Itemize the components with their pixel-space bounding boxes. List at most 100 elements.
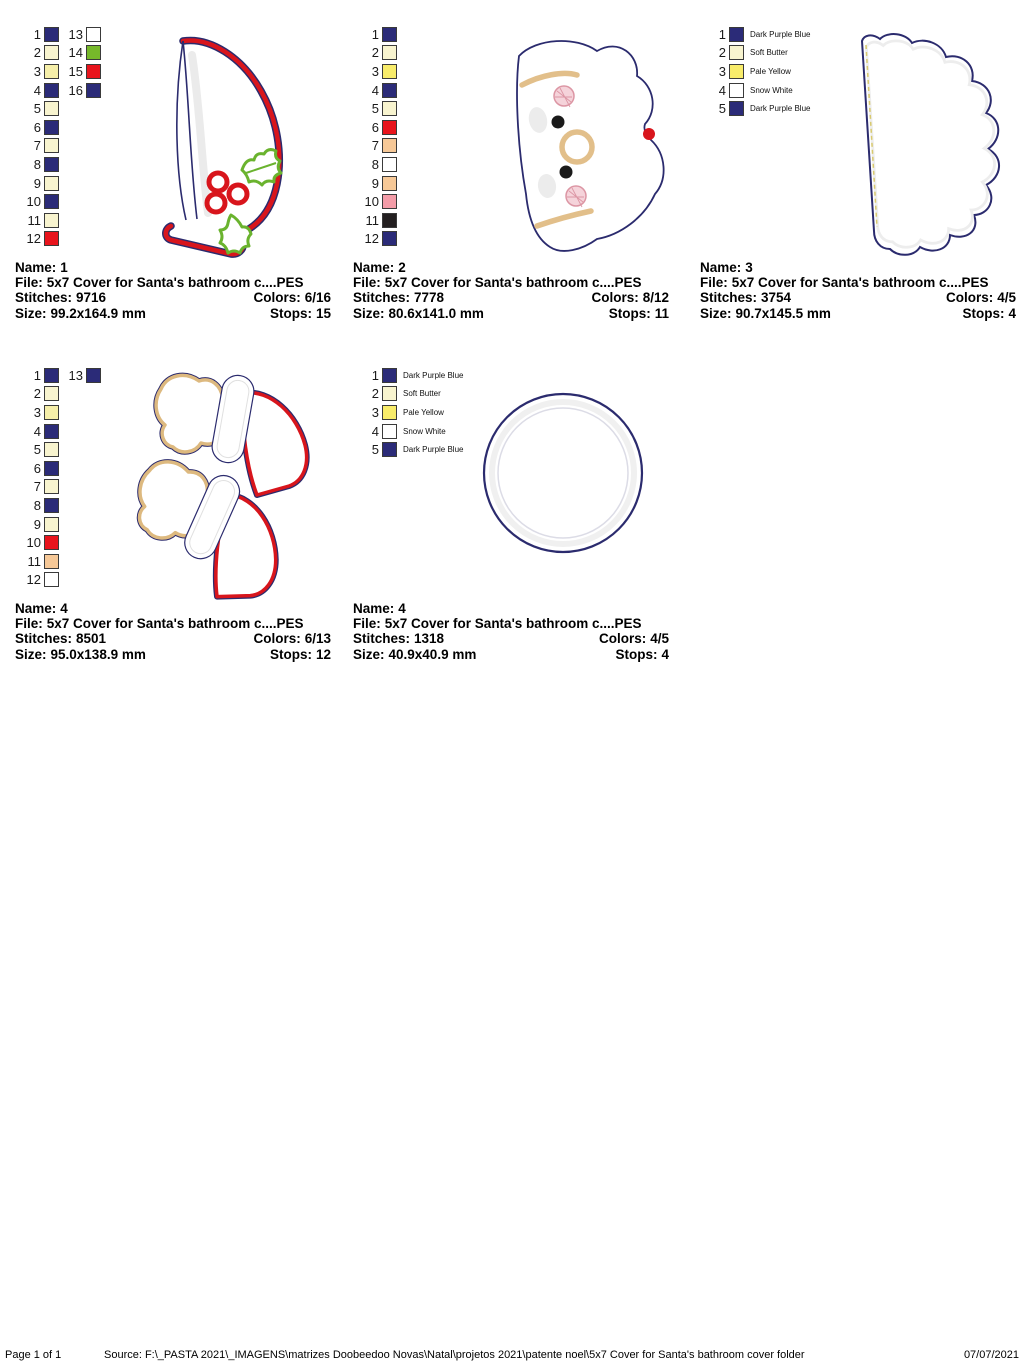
swatch-number: 14 bbox=[68, 45, 83, 61]
palette-row: 12 bbox=[17, 230, 101, 249]
swatch-number: 8 bbox=[33, 497, 41, 513]
swatch-number: 3 bbox=[371, 63, 379, 79]
swatch-number: 6 bbox=[371, 119, 379, 135]
info-label: File: bbox=[15, 275, 43, 291]
color-swatch bbox=[382, 386, 397, 402]
color-list: 1 Dark Purple Blue 2 Soft Butter 3 Pale Yello… bbox=[355, 366, 463, 459]
swatch-number: 9 bbox=[33, 175, 41, 191]
color-swatch bbox=[382, 404, 397, 420]
info-label: Name: bbox=[15, 601, 57, 616]
color-swatch bbox=[382, 423, 397, 439]
info-label: Stitches: bbox=[15, 631, 73, 647]
swatch-number: 4 bbox=[718, 82, 726, 98]
info-label: Stops: bbox=[962, 305, 1005, 321]
swatch-label: Pale Yellow bbox=[403, 407, 444, 417]
color-swatch bbox=[44, 479, 59, 495]
design-card-1: 1 13 2 14 3 15 4 16 5 6 7 8 9 10 11 12 Name: 1 File: 5x7 … bbox=[15, 25, 333, 345]
color-swatch bbox=[44, 45, 59, 61]
swatch-number: 4 bbox=[33, 82, 41, 98]
color-swatch bbox=[382, 442, 397, 458]
palette-row: 2 bbox=[17, 385, 101, 404]
swatch-number: 2 bbox=[371, 45, 379, 61]
swatch-number: 7 bbox=[33, 479, 41, 495]
design-info: Name: 3 File: 5x7 Cover for Santa's bathro… bbox=[700, 260, 1016, 321]
info-label: Stitches: bbox=[353, 631, 411, 647]
swatch-number: 12 bbox=[26, 231, 41, 247]
color-swatch bbox=[382, 138, 397, 154]
color-swatch bbox=[44, 194, 59, 210]
info-label: Size: bbox=[15, 646, 47, 662]
color-swatch bbox=[86, 63, 101, 79]
design-card-3: 1 Dark Purple Blue 2 Soft Butter 3 Pale Yello… bbox=[700, 25, 1018, 345]
palette-row: 2 Soft Butter bbox=[355, 385, 463, 404]
info-stops: 12 bbox=[315, 646, 331, 662]
info-file: 5x7 Cover for Santa's bathroom c....PES bbox=[384, 275, 642, 291]
info-label: Size: bbox=[15, 305, 47, 321]
color-swatch bbox=[382, 156, 397, 172]
color-swatch bbox=[44, 497, 59, 513]
color-swatch bbox=[44, 553, 59, 569]
palette-row: 5 bbox=[17, 440, 101, 459]
swatch-label: Snow White bbox=[403, 426, 446, 436]
info-stitches: 8501 bbox=[76, 631, 107, 647]
swatch-number: 4 bbox=[371, 423, 379, 439]
palette-row: 12 bbox=[17, 571, 101, 590]
color-list: 1 2 3 4 5 6 7 8 9 10 11 12 bbox=[355, 25, 397, 248]
swatch-number: 12 bbox=[364, 231, 379, 247]
color-swatch bbox=[44, 26, 59, 42]
info-colors: 4/5 bbox=[650, 631, 669, 647]
swatch-number: 7 bbox=[371, 138, 379, 154]
swatch-number: 5 bbox=[371, 442, 379, 458]
design-preview-scalloped-half bbox=[860, 33, 1000, 256]
color-swatch bbox=[44, 572, 59, 588]
swatch-number: 10 bbox=[364, 194, 379, 210]
info-label: Stitches: bbox=[353, 290, 411, 306]
info-label: File: bbox=[15, 616, 43, 632]
info-colors: 6/13 bbox=[304, 631, 331, 647]
design-preview-santa-hat bbox=[162, 36, 283, 258]
color-swatch bbox=[382, 119, 397, 135]
palette-row: 3 bbox=[355, 62, 397, 81]
info-size: 95.0x138.9 mm bbox=[50, 646, 146, 662]
palette-row: 4 Snow White bbox=[702, 81, 810, 100]
color-swatch bbox=[44, 442, 59, 458]
color-swatch bbox=[44, 231, 59, 247]
palette-row: 4 16 bbox=[17, 81, 101, 100]
swatch-number: 2 bbox=[718, 45, 726, 61]
info-stops: 15 bbox=[315, 305, 331, 321]
swatch-label: Snow White bbox=[750, 85, 793, 95]
palette-row: 3 15 bbox=[17, 62, 101, 81]
swatch-label: Dark Purple Blue bbox=[750, 104, 811, 114]
print-date: 07/07/2021 bbox=[963, 1349, 1019, 1361]
color-swatch bbox=[44, 156, 59, 172]
page-number: Page 1 of 1 bbox=[5, 1349, 62, 1361]
info-stops: 4 bbox=[1008, 305, 1016, 321]
swatch-number: 11 bbox=[27, 553, 42, 569]
color-swatch bbox=[729, 101, 744, 117]
swatch-label: Dark Purple Blue bbox=[750, 29, 811, 39]
info-label: Stops: bbox=[269, 305, 312, 321]
swatch-label: Pale Yellow bbox=[750, 66, 791, 76]
color-swatch bbox=[382, 367, 397, 383]
palette-row: 5 bbox=[17, 99, 101, 118]
info-colors: 4/5 bbox=[997, 290, 1016, 306]
swatch-number: 5 bbox=[718, 101, 726, 117]
design-card-5: 1 Dark Purple Blue 2 Soft Butter 3 Pale Yello… bbox=[353, 366, 671, 686]
swatch-number: 3 bbox=[33, 63, 41, 79]
swatch-number: 15 bbox=[68, 63, 83, 79]
swatch-number: 9 bbox=[371, 175, 379, 191]
palette-row: 10 bbox=[355, 192, 397, 211]
color-swatch bbox=[44, 535, 59, 551]
color-swatch bbox=[86, 26, 101, 42]
info-label: Colors: bbox=[253, 290, 301, 306]
palette-row: 11 bbox=[17, 211, 101, 230]
color-swatch bbox=[44, 82, 59, 98]
swatch-label: Soft Butter bbox=[750, 48, 788, 58]
color-swatch bbox=[382, 231, 397, 247]
info-file: 5x7 Cover for Santa's bathroom c....PES bbox=[46, 275, 304, 291]
info-stops: 11 bbox=[654, 305, 669, 321]
info-file: 5x7 Cover for Santa's bathroom c....PES bbox=[731, 275, 989, 291]
palette-row: 2 bbox=[355, 44, 397, 63]
palette-row: 9 bbox=[17, 515, 101, 534]
swatch-number: 2 bbox=[33, 386, 41, 402]
